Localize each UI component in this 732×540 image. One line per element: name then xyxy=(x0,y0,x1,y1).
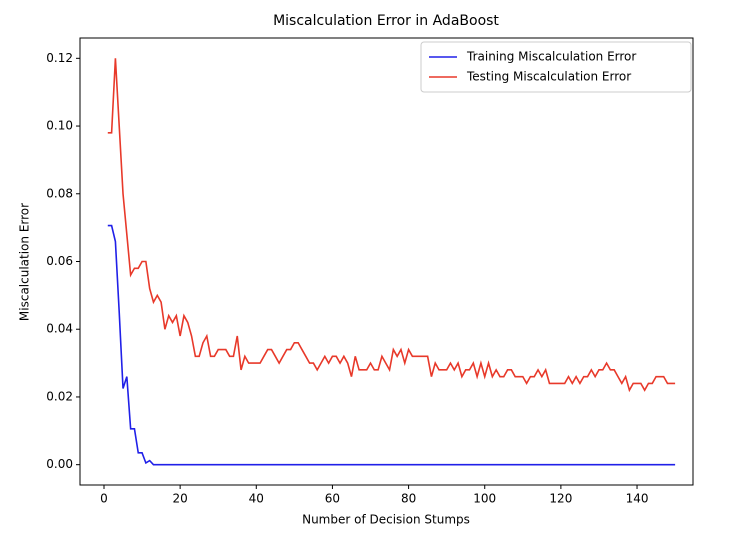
plot-frame xyxy=(79,37,694,486)
y-tick-label: 0.10 xyxy=(46,119,73,133)
legend: Training Miscalculation Error Testing Mis… xyxy=(420,41,692,93)
legend-box xyxy=(420,41,692,93)
x-tick-label: 20 xyxy=(172,492,187,506)
chart-title: Miscalculation Error in AdaBoost xyxy=(273,13,499,29)
x-tick-label: 60 xyxy=(325,492,340,506)
x-tick-label: 0 xyxy=(100,492,108,506)
y-tick-label: 0.04 xyxy=(46,322,73,336)
x-axis-label: Number of Decision Stumps xyxy=(302,513,470,527)
x-tick-label: 120 xyxy=(549,492,572,506)
legend-label: Testing Miscalculation Error xyxy=(466,70,631,84)
legend-label: Training Miscalculation Error xyxy=(466,50,636,64)
data-line xyxy=(107,58,676,393)
y-tick-label: 0.02 xyxy=(46,389,73,403)
y-tick-label: 0.08 xyxy=(46,186,73,200)
x-tick-label: 100 xyxy=(473,492,496,506)
x-tick-label: 140 xyxy=(626,492,649,506)
data-line xyxy=(107,224,676,466)
x-tick-label: 80 xyxy=(401,492,416,506)
y-axis-label: Miscalculation Error xyxy=(18,203,32,321)
y-tick-label: 0.00 xyxy=(46,457,73,471)
x-tick-label: 40 xyxy=(249,492,264,506)
y-tick-label: 0.12 xyxy=(46,51,73,65)
y-tick-label: 0.06 xyxy=(46,254,73,268)
